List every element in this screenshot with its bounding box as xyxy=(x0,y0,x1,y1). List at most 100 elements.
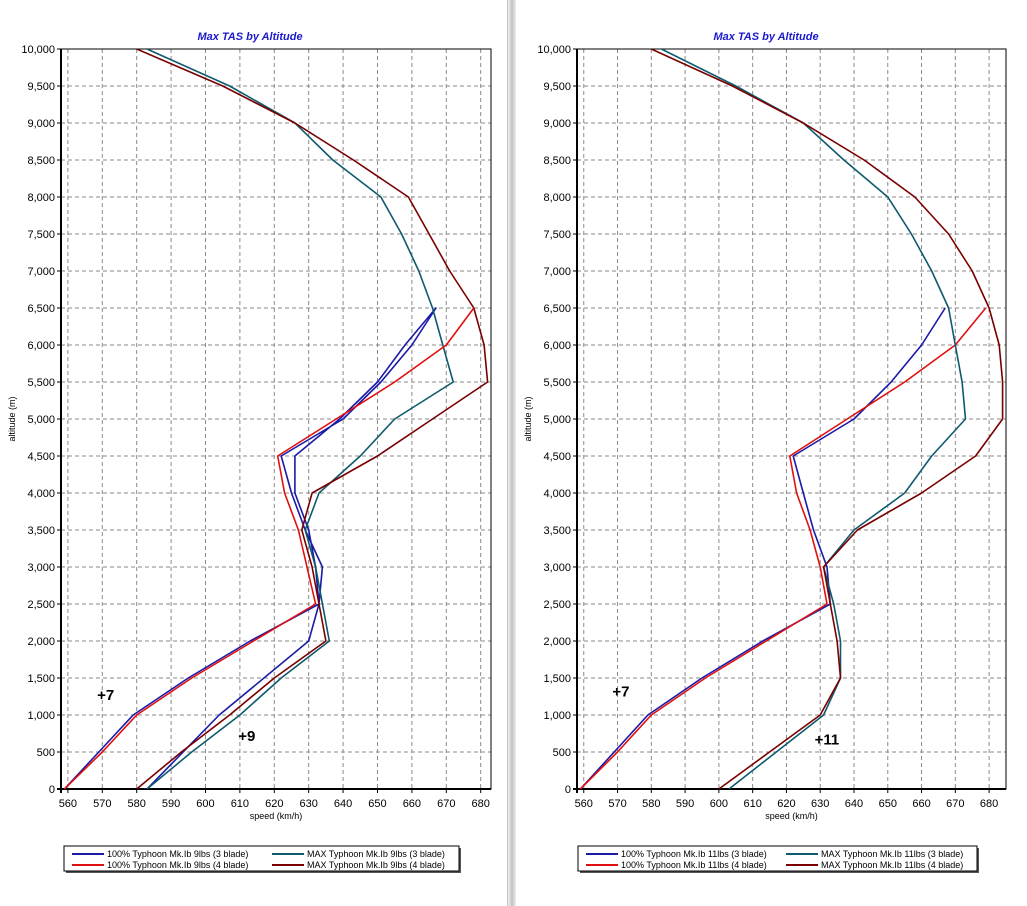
y-tick-label: 1,500 xyxy=(27,673,55,685)
chart-title: Max TAS by Altitude xyxy=(713,31,818,43)
y-tick-label: 5,500 xyxy=(27,377,55,389)
chart-panel-left: Max TAS by Altitude 560 570 580 590 600 610 620… xyxy=(0,0,508,906)
y-axis-label: altitude (m) xyxy=(523,396,533,441)
chart-left: Max TAS by Altitude 560 570 580 590 600 610 620… xyxy=(7,31,492,873)
series-line-4 xyxy=(276,307,475,605)
y-tick-label: 7,500 xyxy=(27,229,55,241)
y-tick-label: 1,000 xyxy=(543,710,571,722)
y-tick-label: 5,500 xyxy=(543,377,571,389)
y-tick-label: 7,000 xyxy=(543,266,571,278)
legend-label: MAX Typhoon Mk.Ib 11lbs (4 blade) xyxy=(821,860,963,870)
grid xyxy=(61,48,491,790)
y-tick-label: 2,500 xyxy=(27,599,55,611)
annotation-label: +11 xyxy=(815,732,840,749)
y-tick-label: 500 xyxy=(37,747,55,759)
y-tick-label: 0 xyxy=(49,784,55,796)
y-tick-label: 3,000 xyxy=(27,562,55,574)
x-tick-label: 600 xyxy=(710,798,728,810)
chart-right: Max TAS by Altitude 560 570 580 590 600 610 620… xyxy=(523,31,1007,873)
x-tick-label: 670 xyxy=(946,798,964,810)
y-tick-label: 5,000 xyxy=(543,414,571,426)
x-tick-label: 610 xyxy=(743,798,761,810)
y-tick-label: 9,500 xyxy=(27,81,55,93)
legend-label: 100% Typhoon Mk.Ib 11lbs (3 blade) xyxy=(621,849,767,859)
x-tick-label: 670 xyxy=(437,798,455,810)
y-tick-label: 4,000 xyxy=(27,488,55,500)
y-tick-label: 8,500 xyxy=(27,155,55,167)
y-tick-label: 4,500 xyxy=(543,451,571,463)
x-tick-label: 580 xyxy=(642,798,660,810)
y-tick-label: 0 xyxy=(565,784,571,796)
grid xyxy=(577,48,1006,790)
y-tick-label: 1,000 xyxy=(27,710,55,722)
x-tick-label: 580 xyxy=(128,798,146,810)
series-line-3 xyxy=(650,49,1004,789)
series-line-1 xyxy=(579,307,987,789)
y-tick-label: 8,000 xyxy=(543,192,571,204)
annotation-label: +7 xyxy=(612,684,629,701)
x-tick-label: 650 xyxy=(368,798,386,810)
y-tick-label: 2,500 xyxy=(543,599,571,611)
series-group xyxy=(63,49,489,789)
series-line-2 xyxy=(146,49,455,789)
legend-label: MAX Typhoon Mk.Ib 9lbs (4 blade) xyxy=(307,860,445,870)
series-line-3 xyxy=(136,49,489,789)
x-tick-label: 640 xyxy=(334,798,352,810)
legend-box xyxy=(577,845,978,872)
y-tick-label: 1,500 xyxy=(543,673,571,685)
x-tick-label: 660 xyxy=(403,798,421,810)
annotation-label: +9 xyxy=(238,728,255,745)
y-tick-label: 3,500 xyxy=(543,525,571,537)
x-tick-label: 600 xyxy=(196,798,214,810)
y-tick-label: 6,000 xyxy=(543,340,571,352)
y-tick-label: 2,000 xyxy=(543,636,571,648)
x-axis-label: speed (km/h) xyxy=(765,811,818,821)
splitter[interactable] xyxy=(508,0,516,906)
series-line-0 xyxy=(579,307,946,789)
y-tick-label: 5,000 xyxy=(27,414,55,426)
x-tick-label: 680 xyxy=(472,798,490,810)
x-tick-label: 630 xyxy=(300,798,318,810)
legend-label: MAX Typhoon Mk.Ib 9lbs (3 blade) xyxy=(307,849,445,859)
series-line-2 xyxy=(661,49,967,789)
x-axis-label: speed (km/h) xyxy=(250,811,303,821)
x-tick-label: 660 xyxy=(912,798,930,810)
series-line-0 xyxy=(63,307,437,789)
annotation-label: +7 xyxy=(97,687,114,704)
legend-box xyxy=(63,845,460,872)
y-tick-label: 8,500 xyxy=(543,155,571,167)
x-tick-label: 560 xyxy=(575,798,593,810)
y-tick-label: 3,000 xyxy=(543,562,571,574)
x-tick-label: 640 xyxy=(845,798,863,810)
series-line-1 xyxy=(63,603,317,789)
x-tick-label: 590 xyxy=(676,798,694,810)
x-tick-label: 590 xyxy=(162,798,180,810)
y-tick-label: 7,000 xyxy=(27,266,55,278)
y-tick-label: 2,000 xyxy=(27,636,55,648)
x-tick-label: 680 xyxy=(980,798,998,810)
chart-title: Max TAS by Altitude xyxy=(197,31,302,43)
panel-edge xyxy=(507,0,508,906)
legend-label: 100% Typhoon Mk.Ib 9lbs (4 blade) xyxy=(107,860,248,870)
y-tick-label: 500 xyxy=(553,747,571,759)
y-tick-label: 8,000 xyxy=(27,192,55,204)
y-tick-label: 6,500 xyxy=(543,303,571,315)
y-tick-label: 6,000 xyxy=(27,340,55,352)
x-tick-label: 570 xyxy=(608,798,626,810)
x-tick-label: 570 xyxy=(93,798,111,810)
y-tick-label: 3,500 xyxy=(27,525,55,537)
legend-label: MAX Typhoon Mk.Ib 11lbs (3 blade) xyxy=(821,849,963,859)
y-tick-label: 9,000 xyxy=(543,118,571,130)
chart-panel-right: Max TAS by Altitude 560 570 580 590 600 610 620… xyxy=(516,0,1027,906)
x-tick-label: 650 xyxy=(879,798,897,810)
x-tick-label: 560 xyxy=(59,798,77,810)
y-tick-label: 4,500 xyxy=(27,451,55,463)
x-tick-label: 610 xyxy=(231,798,249,810)
x-tick-label: 620 xyxy=(777,798,795,810)
x-tick-label: 630 xyxy=(811,798,829,810)
x-tick-label: 620 xyxy=(265,798,283,810)
y-tick-label: 4,000 xyxy=(543,488,571,500)
y-tick-label: 9,000 xyxy=(27,118,55,130)
y-tick-label: 7,500 xyxy=(543,229,571,241)
y-tick-label: 10,000 xyxy=(537,44,571,56)
